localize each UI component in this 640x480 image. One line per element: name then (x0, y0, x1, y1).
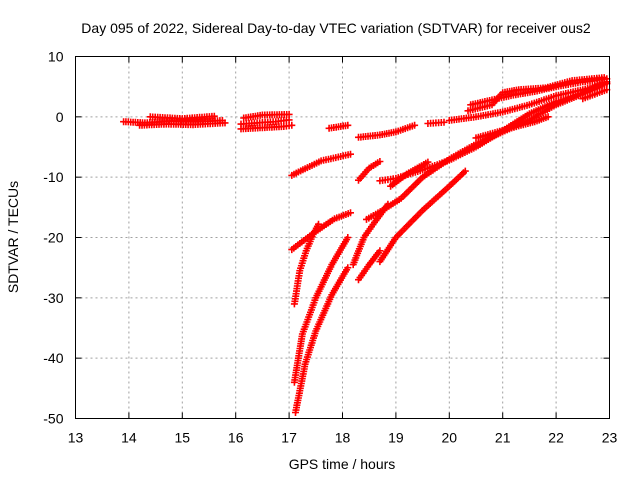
x-tick-label: 15 (175, 430, 191, 446)
data-series (136, 119, 229, 129)
data-point (544, 113, 552, 121)
data-point (347, 150, 354, 158)
plot-frame (75, 56, 610, 419)
x-tick-label: 17 (281, 430, 297, 446)
data-point (347, 209, 354, 217)
data-series (240, 110, 293, 122)
data-series (288, 150, 354, 179)
chart-title: Day 095 of 2022, Sidereal Day-to-day VTE… (81, 20, 591, 36)
y-tick-label: -30 (43, 290, 63, 306)
x-tick-label: 13 (68, 430, 84, 446)
data-series (376, 167, 469, 266)
data-point (461, 167, 469, 175)
x-tick-label: 18 (335, 430, 351, 446)
data-series (579, 86, 611, 103)
data-point (376, 247, 384, 255)
data-point (221, 119, 229, 127)
data-point (288, 121, 296, 129)
data-point (440, 118, 448, 126)
y-tick-label: -50 (43, 411, 63, 427)
data-series (355, 158, 384, 184)
data-series (290, 234, 352, 386)
data-series (292, 264, 352, 416)
data-series (146, 112, 218, 123)
data-points (120, 74, 611, 416)
x-tick-label: 16 (228, 430, 244, 446)
x-axis-label: GPS time / hours (289, 456, 396, 472)
x-tick-label: 20 (442, 430, 458, 446)
data-point (344, 264, 352, 272)
ticks: 13 14 15 16 17 18 19 20 21 22 23 -50 -40 -30 -20 -10 0 10 (43, 49, 617, 446)
data-series (464, 74, 608, 115)
data-series (387, 158, 432, 190)
data-point (411, 121, 419, 129)
x-tick-label: 19 (388, 430, 404, 446)
data-series (325, 121, 352, 132)
data-series (237, 121, 296, 133)
x-tick-label: 14 (121, 430, 137, 446)
data-point (344, 234, 352, 241)
data-series (445, 80, 611, 124)
data-point (600, 74, 608, 82)
data-point (344, 121, 352, 129)
y-tick-label: -10 (43, 169, 63, 185)
data-series (355, 247, 384, 284)
y-tick-label: 10 (48, 49, 64, 65)
data-series (472, 113, 552, 142)
data-series (424, 118, 448, 127)
data-series (355, 121, 419, 141)
data-series (290, 220, 322, 308)
data-point (285, 110, 293, 118)
x-tick-label: 23 (602, 430, 618, 446)
y-tick-label: 0 (56, 109, 64, 125)
y-tick-label: -20 (43, 230, 63, 246)
data-point (210, 112, 218, 120)
y-tick-label: -40 (43, 350, 63, 366)
data-point (376, 158, 384, 165)
data-point (424, 158, 432, 166)
x-tick-label: 22 (548, 430, 564, 446)
y-axis-label: SDTVAR / TECUs (5, 181, 21, 293)
data-point (315, 220, 322, 228)
x-tick-label: 21 (495, 430, 511, 446)
